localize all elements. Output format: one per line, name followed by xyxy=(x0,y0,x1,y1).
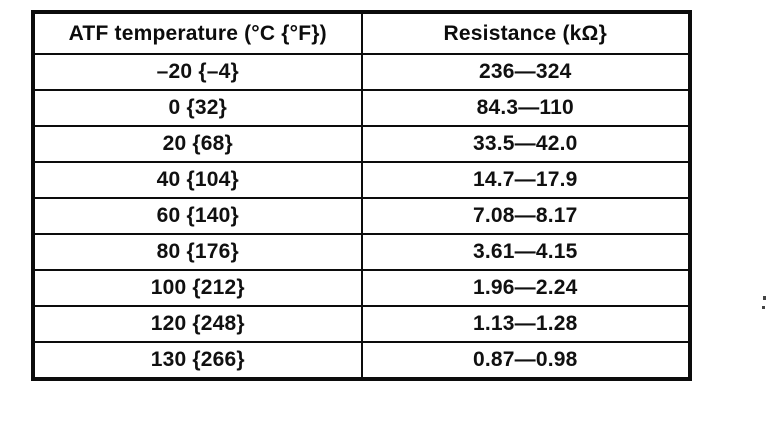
temperature-cell: –20 {–4} xyxy=(32,53,363,91)
scan-noise-speck xyxy=(763,296,766,300)
table-row: 60 {140} 7.08—8.17 xyxy=(32,197,691,235)
table-row: 120 {248} 1.13—1.28 xyxy=(32,305,691,343)
table-row: 100 {212} 1.96—2.24 xyxy=(32,269,691,307)
table-row: 20 {68} 33.5—42.0 xyxy=(32,125,691,163)
temperature-cell: 130 {266} xyxy=(32,341,363,380)
table-row: 0 {32} 84.3—110 xyxy=(32,89,691,127)
temperature-cell: 20 {68} xyxy=(32,125,363,163)
resistance-cell: 33.5—42.0 xyxy=(360,125,691,163)
resistance-cell: 3.61—4.15 xyxy=(360,233,691,271)
resistance-cell: 7.08—8.17 xyxy=(360,197,691,235)
resistance-cell: 84.3—110 xyxy=(360,89,691,127)
resistance-cell: 14.7—17.9 xyxy=(360,161,691,199)
table-header-row: ATF temperature (°C {°F}) Resistance (kΩ… xyxy=(32,11,691,55)
column-header-resistance: Resistance (kΩ} xyxy=(360,11,691,55)
resistance-cell: 1.13—1.28 xyxy=(360,305,691,343)
column-header-atf-temperature: ATF temperature (°C {°F}) xyxy=(32,11,363,55)
resistance-cell: 1.96—2.24 xyxy=(360,269,691,307)
scan-noise-speck xyxy=(762,306,765,309)
table-row: –20 {–4} 236—324 xyxy=(32,53,691,91)
table-row: 80 {176} 3.61—4.15 xyxy=(32,233,691,271)
temperature-cell: 0 {32} xyxy=(32,89,363,127)
resistance-cell: 0.87—0.98 xyxy=(360,341,691,380)
table-row: 130 {266} 0.87—0.98 xyxy=(32,341,691,380)
temperature-cell: 80 {176} xyxy=(32,233,363,271)
temperature-cell: 120 {248} xyxy=(32,305,363,343)
temperature-cell: 100 {212} xyxy=(32,269,363,307)
resistance-cell: 236—324 xyxy=(360,53,691,91)
atf-resistance-table: ATF temperature (°C {°F}) Resistance (kΩ… xyxy=(31,10,692,381)
temperature-cell: 60 {140} xyxy=(32,197,363,235)
table-row: 40 {104} 14.7—17.9 xyxy=(32,161,691,199)
temperature-cell: 40 {104} xyxy=(32,161,363,199)
